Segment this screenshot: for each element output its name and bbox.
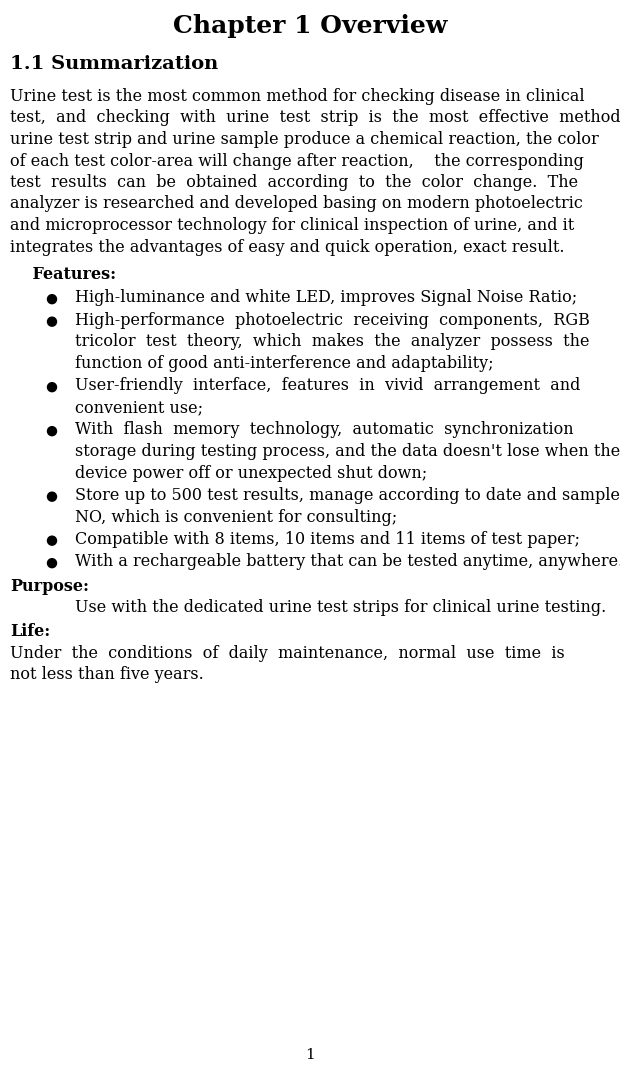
- Text: analyzer is researched and developed basing on modern photoelectric: analyzer is researched and developed bas…: [10, 196, 583, 212]
- Text: NO, which is convenient for consulting;: NO, which is convenient for consulting;: [75, 509, 397, 525]
- Text: Compatible with 8 items, 10 items and 11 items of test paper;: Compatible with 8 items, 10 items and 11…: [75, 530, 580, 548]
- Text: not less than five years.: not less than five years.: [10, 666, 204, 683]
- Text: Chapter 1 Overview: Chapter 1 Overview: [173, 14, 447, 38]
- Text: User-friendly  interface,  features  in  vivid  arrangement  and: User-friendly interface, features in viv…: [75, 378, 580, 395]
- Text: With a rechargeable battery that can be tested anytime, anywhere.: With a rechargeable battery that can be …: [75, 553, 620, 570]
- Text: integrates the advantages of easy and quick operation, exact result.: integrates the advantages of easy and qu…: [10, 239, 564, 255]
- Text: of each test color-area will change after reaction,    the corresponding: of each test color-area will change afte…: [10, 153, 584, 170]
- Text: Use with the dedicated urine test strips for clinical urine testing.: Use with the dedicated urine test strips…: [75, 599, 606, 617]
- Text: and microprocessor technology for clinical inspection of urine, and it: and microprocessor technology for clinic…: [10, 217, 574, 233]
- Text: Store up to 500 test results, manage according to date and sample: Store up to 500 test results, manage acc…: [75, 487, 620, 504]
- Circle shape: [48, 295, 56, 303]
- Text: Purpose:: Purpose:: [10, 578, 89, 595]
- Text: Features:: Features:: [10, 266, 116, 283]
- Text: Life:: Life:: [10, 623, 50, 640]
- Text: storage during testing process, and the data doesn't lose when the: storage during testing process, and the …: [75, 443, 620, 461]
- Text: High-luminance and white LED, improves Signal Noise Ratio;: High-luminance and white LED, improves S…: [75, 289, 577, 307]
- Text: With  flash  memory  technology,  automatic  synchronization: With flash memory technology, automatic …: [75, 422, 574, 439]
- Circle shape: [48, 317, 56, 326]
- Text: device power off or unexpected shut down;: device power off or unexpected shut down…: [75, 465, 427, 481]
- Text: test,  and  checking  with  urine  test  strip  is  the  most  effective  method: test, and checking with urine test strip…: [10, 110, 620, 127]
- Text: 1.1 Summarization: 1.1 Summarization: [10, 55, 218, 73]
- Circle shape: [48, 536, 56, 546]
- Text: tricolor  test  theory,  which  makes  the  analyzer  possess  the: tricolor test theory, which makes the an…: [75, 334, 590, 351]
- Text: High-performance  photoelectric  receiving  components,  RGB: High-performance photoelectric receiving…: [75, 312, 590, 329]
- Text: function of good anti-interference and adaptability;: function of good anti-interference and a…: [75, 355, 494, 372]
- Text: Urine test is the most common method for checking disease in clinical: Urine test is the most common method for…: [10, 88, 585, 105]
- Text: urine test strip and urine sample produce a chemical reaction, the color: urine test strip and urine sample produc…: [10, 131, 599, 148]
- Text: Under  the  conditions  of  daily  maintenance,  normal  use  time  is: Under the conditions of daily maintenanc…: [10, 645, 565, 662]
- Text: convenient use;: convenient use;: [75, 399, 203, 416]
- Text: 1: 1: [305, 1048, 315, 1062]
- Circle shape: [48, 492, 56, 501]
- Circle shape: [48, 558, 56, 568]
- Text: test  results  can  be  obtained  according  to  the  color  change.  The: test results can be obtained according t…: [10, 174, 578, 192]
- Circle shape: [48, 383, 56, 392]
- Circle shape: [48, 427, 56, 436]
